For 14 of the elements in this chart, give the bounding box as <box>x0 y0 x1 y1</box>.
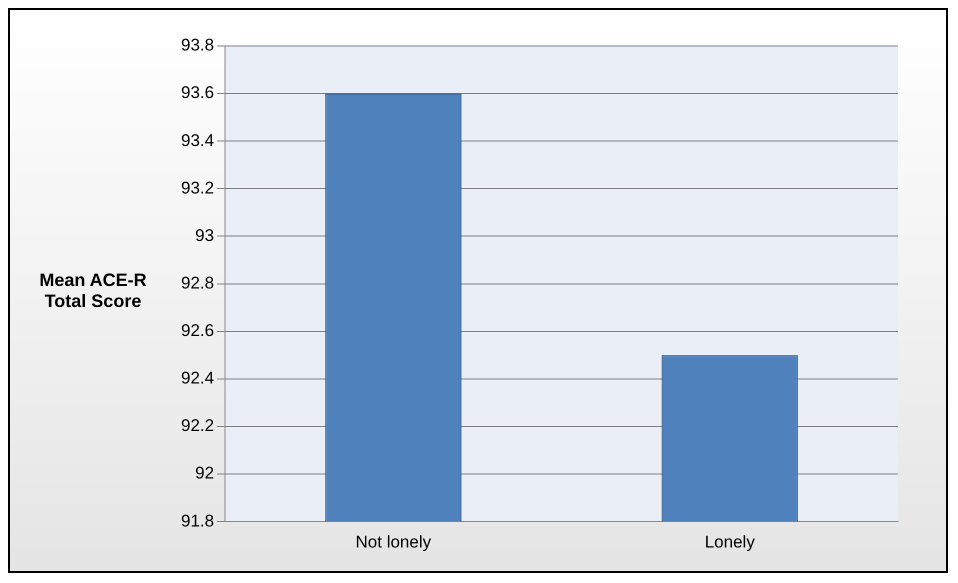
y-tick-label: 93.4 <box>180 130 214 150</box>
y-axis-title: Mean ACE-R Total Score <box>38 270 148 312</box>
y-tick-label: 93 <box>195 225 214 244</box>
y-tick-label: 92 <box>195 463 214 482</box>
y-tick-label: 93.2 <box>180 178 214 197</box>
y-tick-label: 92.4 <box>180 368 214 388</box>
y-tick-label: 93.6 <box>180 82 214 102</box>
y-tick-label: 91.8 <box>180 510 214 530</box>
y-tick-label: 92.8 <box>180 272 214 292</box>
y-tick-label: 92.2 <box>180 416 214 435</box>
x-tick-label: Not lonely <box>356 532 432 551</box>
x-tick-label: Lonely <box>704 532 756 551</box>
y-tick-label: 92.6 <box>180 320 214 340</box>
y-tick-label: 93.8 <box>180 35 214 54</box>
